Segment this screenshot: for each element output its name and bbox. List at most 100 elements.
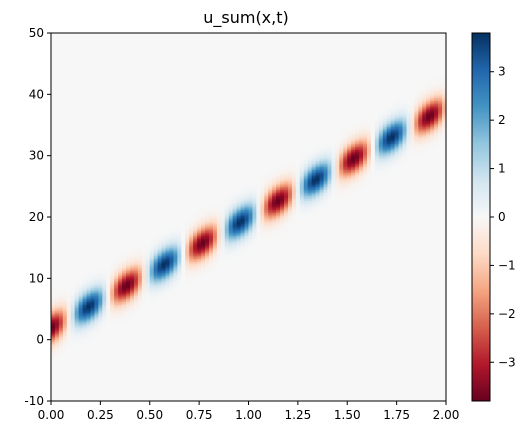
heatmap-cell — [102, 355, 107, 358]
heatmap-cell — [62, 264, 68, 267]
heatmap-cell — [51, 312, 56, 315]
heatmap-cell — [51, 227, 56, 230]
heatmap-cell — [82, 221, 88, 224]
heatmap-cell — [86, 220, 92, 223]
heatmap-cell — [94, 161, 99, 164]
heatmap-cell — [78, 342, 84, 345]
heatmap-cell — [58, 266, 64, 269]
heatmap-cell — [74, 34, 80, 37]
heatmap-cell — [54, 292, 60, 295]
heatmap-cell — [86, 394, 92, 397]
heatmap-cell — [82, 238, 88, 241]
heatmap-cell — [70, 324, 76, 327]
heatmap-cell — [62, 224, 68, 227]
heatmap-cell — [98, 34, 103, 37]
heatmap-cell — [102, 338, 107, 341]
heatmap-cell — [66, 97, 72, 100]
heatmap-cell — [94, 183, 99, 186]
heatmap-cell — [82, 60, 88, 63]
heatmap-cell — [94, 365, 99, 368]
heatmap-cell — [54, 296, 60, 299]
heatmap-cell — [70, 197, 76, 200]
heatmap-cell — [54, 255, 60, 258]
heatmap-cell — [82, 218, 88, 221]
heatmap-cell — [86, 82, 92, 85]
heatmap-cell — [51, 37, 56, 40]
heatmap-cell — [51, 358, 56, 361]
heatmap-cell — [51, 89, 56, 92]
heatmap-cell — [58, 333, 64, 336]
heatmap-cell — [74, 315, 80, 318]
heatmap-cell — [74, 164, 80, 167]
heatmap-cell — [94, 146, 99, 149]
heatmap-cell — [62, 332, 68, 335]
heatmap-cell — [51, 155, 56, 158]
heatmap-cell — [62, 344, 68, 347]
heatmap-cell — [66, 109, 72, 112]
heatmap-cell — [66, 327, 72, 330]
heatmap-cell — [58, 249, 64, 252]
heatmap-cell — [98, 253, 103, 256]
heatmap-cell — [86, 325, 92, 328]
heatmap-cell — [78, 118, 84, 121]
heatmap-cell — [51, 181, 56, 184]
heatmap-cell — [102, 378, 107, 381]
heatmap-cell — [94, 281, 99, 284]
heatmap-cell — [98, 218, 103, 221]
heatmap-cell — [86, 215, 92, 218]
heatmap-cell — [66, 144, 72, 148]
heatmap-cell — [86, 135, 92, 138]
heatmap-cell — [58, 36, 64, 39]
heatmap-cell — [82, 213, 88, 217]
heatmap-cell — [70, 394, 76, 397]
heatmap-cell — [102, 361, 107, 364]
heatmap-cell — [51, 120, 56, 123]
heatmap-cell — [51, 397, 56, 401]
heatmap-cell — [66, 293, 72, 296]
heatmap-cell — [51, 361, 56, 364]
heatmap-cell — [70, 51, 76, 54]
heatmap-cell — [54, 374, 60, 378]
heatmap-cell — [94, 307, 99, 310]
heatmap-cell — [70, 206, 76, 209]
heatmap-cell — [58, 328, 64, 332]
heatmap-cell — [98, 393, 103, 396]
heatmap-cell — [78, 213, 84, 217]
heatmap-cell — [98, 275, 103, 278]
heatmap-cell — [70, 151, 76, 154]
heatmap-cell — [102, 390, 107, 393]
heatmap-cell — [70, 313, 76, 316]
heatmap-cell — [86, 175, 92, 178]
heatmap-cell — [102, 263, 107, 266]
heatmap-cell — [94, 338, 99, 341]
heatmap-cell — [90, 355, 96, 358]
heatmap-cell — [98, 287, 103, 290]
heatmap-cell — [54, 89, 60, 92]
heatmap-cell — [66, 276, 72, 279]
heatmap-cell — [62, 160, 68, 163]
heatmap-cell — [94, 200, 99, 203]
heatmap-cell — [62, 183, 68, 186]
heatmap-cell — [74, 128, 80, 131]
heatmap-cell — [94, 36, 99, 39]
heatmap-cell — [74, 210, 80, 213]
heatmap-cell — [98, 318, 103, 321]
heatmap-cell — [78, 287, 84, 290]
heatmap-cell — [54, 210, 60, 213]
heatmap-cell — [62, 381, 68, 384]
heatmap-cell — [62, 213, 68, 217]
heatmap-cell — [66, 115, 72, 118]
heatmap-cell — [51, 243, 56, 246]
heatmap-cell — [94, 65, 99, 68]
heatmap-cell — [82, 120, 88, 123]
heatmap-cell — [66, 123, 72, 126]
heatmap-cell — [70, 327, 76, 330]
heatmap-cell — [58, 72, 64, 75]
heatmap-cell — [90, 333, 96, 336]
heatmap-cell — [86, 393, 92, 396]
heatmap-cell — [58, 52, 64, 56]
heatmap-cell — [98, 129, 103, 132]
heatmap-cell — [51, 388, 56, 391]
heatmap-cell — [74, 362, 80, 365]
heatmap-cell — [54, 379, 60, 382]
